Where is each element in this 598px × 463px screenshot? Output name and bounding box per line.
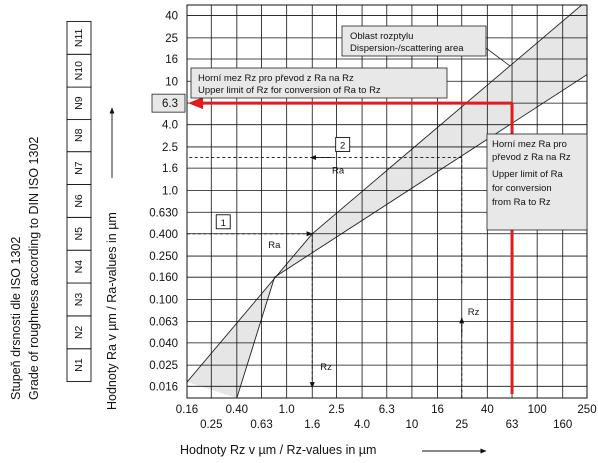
grade-label: N7 [73, 161, 85, 175]
upper-ra-label-1: Horní mez Ra pro [492, 139, 567, 150]
x-tick-label: 160 [553, 419, 572, 431]
y-tick-label: 16 [165, 54, 178, 66]
upper-rz-callout: Horní mez Rz pro převod z Ra na Rz Upper… [190, 67, 448, 99]
y-tick-label: 0.016 [149, 381, 178, 393]
upper-rz-label-en: Upper limit of Rz for conversion of Ra t… [198, 85, 381, 96]
x-tick-label: 1.6 [304, 419, 320, 431]
x-axis-title: Hodnoty Rz v µm / Rz-values in µm [180, 443, 376, 457]
y-tick-label: 0.040 [149, 338, 178, 350]
scatter-area-callout: Oblast rozptylu Dispersion-/scattering a… [341, 25, 511, 67]
y-tick-label: 0.400 [149, 229, 178, 241]
y-tick-label: 0.160 [149, 272, 178, 284]
grade-label: N1 [73, 358, 85, 372]
scatter-area-label-cz: Oblast rozptylu [350, 31, 413, 42]
x-tick-label: 0.16 [176, 404, 198, 416]
example-2-rz-label: Rz [468, 307, 480, 318]
grade-column: N1 N2 N3 N4 N5 N6 N7 N8 N9 N10 N11 [66, 20, 92, 383]
y-tick-label: 0.100 [149, 294, 178, 306]
upper-rz-label-cz: Horní mez Rz pro převod z Ra na Rz [198, 73, 354, 84]
grade-axis-title-2: Grade of roughness according to DIN ISO … [27, 137, 41, 400]
y-tick-label: 2.5 [162, 142, 178, 154]
upper-ra-label-2: převod z Ra na Rz [492, 152, 571, 163]
y-tick-label: 6.3 [162, 98, 178, 110]
grade-label: N5 [73, 227, 85, 241]
x-tick-label: 16 [431, 404, 444, 416]
grade-label: N6 [73, 194, 85, 208]
upper-ra-label-3: Upper limit of Ra [492, 169, 563, 180]
y-tick-label: 4.0 [162, 120, 178, 132]
x-tick-label: 250 [577, 404, 596, 416]
grade-label: N4 [73, 260, 85, 274]
grade-cell [66, 315, 92, 350]
upper-ra-label-5: from Ra to Rz [492, 197, 551, 208]
y-tick-label: 0.630 [149, 207, 178, 219]
example-1-ra-label: Ra [268, 240, 281, 251]
y-tick-label: 1.0 [162, 185, 178, 197]
y-tick-labels: 40 25 16 10 6.3 4.0 2.5 1.6 1.0 0.630 0.400 0.250 0.… [149, 11, 186, 393]
upper-ra-label-4: for conversion [492, 183, 552, 194]
x-tick-label: 0.63 [250, 419, 272, 431]
grade-cell [66, 184, 92, 218]
x-tick-label: 1.0 [279, 404, 295, 416]
x-tick-label: 25 [455, 419, 468, 431]
x-tick-label: 4.0 [354, 419, 370, 431]
y-tick-label: 10 [165, 76, 178, 88]
grade-label: N10 [73, 61, 85, 80]
y-tick-label: 0.025 [149, 360, 178, 372]
grade-cell [66, 249, 92, 284]
grade-cell [66, 216, 92, 251]
y-tick-highlight-box [151, 93, 186, 113]
example-2-marker: 2 [340, 141, 345, 152]
grade-label: N8 [73, 128, 85, 142]
y-tick-label: 25 [165, 33, 178, 45]
example-1-rz-label: Rz [320, 362, 332, 373]
y-tick-label: 0.063 [149, 316, 178, 328]
example-2-marker-box [335, 137, 351, 152]
grade-axis-title-group: Stupeň drsnosti dle ISO 1302 Grade of ro… [9, 137, 41, 400]
x-tick-label: 63 [506, 419, 519, 431]
grade-label: N2 [73, 325, 85, 339]
y-axis-title: Hodnoty Ra v µm / Ra-values in µm [105, 212, 119, 410]
example-1-marker: 1 [221, 218, 226, 229]
x-tick-label: 40 [481, 404, 494, 416]
example-2-ra-label: Ra [332, 166, 345, 177]
x-tick-labels: 0.160.25 0.400.63 1.0 1.6 2.5 4.0 6.3 10 16 25 40 6… [176, 404, 597, 431]
red-limit-arrowhead [188, 97, 203, 110]
example-1-marker-box [215, 214, 231, 230]
grade-cell [66, 20, 92, 55]
grade-cell [66, 151, 92, 185]
grade-cell [66, 348, 92, 383]
y-axis-title-group: Hodnoty Ra v µm / Ra-values in µm [105, 107, 119, 410]
y-tick-label: 0.250 [149, 251, 178, 263]
y-tick-label: 1.6 [162, 163, 178, 175]
x-tick-label: 6.3 [379, 404, 395, 416]
upper-ra-callout: Horní mez Ra pro převod z Ra na Rz Upper… [486, 133, 588, 231]
examples: 1 Ra Rz 2 Ra Rz [187, 137, 480, 398]
scatter-area-label-en: Dispersion-/scattering area [350, 43, 464, 54]
grade-label: N11 [73, 28, 85, 47]
x-tick-label: 0.25 [200, 419, 222, 431]
grade-label: N9 [73, 96, 85, 110]
y-tick-label: 40 [165, 11, 178, 23]
x-tick-label: 2.5 [329, 404, 345, 416]
x-tick-label: 10 [406, 419, 419, 431]
grade-label: N3 [73, 293, 85, 307]
x-tick-label: 0.40 [226, 404, 248, 416]
x-tick-label: 100 [528, 404, 547, 416]
grade-axis-title-1: Stupeň drsnosti dle ISO 1302 [9, 237, 23, 400]
x-axis-title-group: Hodnoty Rz v µm / Rz-values in µm [180, 443, 487, 457]
